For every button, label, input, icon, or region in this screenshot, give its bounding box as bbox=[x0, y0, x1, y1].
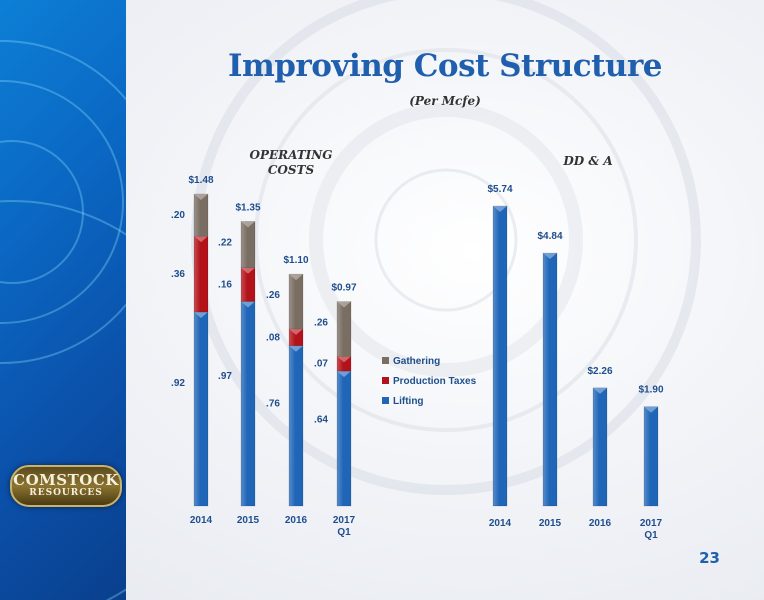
x-tick-label: 2016 bbox=[285, 515, 308, 526]
slide-number: 23 bbox=[699, 549, 720, 567]
x-tick-label: 2016 bbox=[589, 518, 612, 529]
bar-value-label: $2.26 bbox=[587, 366, 612, 377]
legend-swatch bbox=[382, 357, 389, 364]
bar-bevel bbox=[194, 194, 208, 200]
bar-bevel bbox=[194, 312, 208, 319]
x-tick-label: 2017 bbox=[640, 518, 663, 529]
segment-value-label: .76 bbox=[266, 399, 280, 410]
bar-bevel bbox=[241, 221, 255, 228]
company-logo: COMSTOCK RESOURCES bbox=[10, 465, 122, 507]
total-value-label: $0.97 bbox=[331, 283, 356, 294]
legend-swatch bbox=[382, 377, 389, 384]
bar-bevel bbox=[194, 236, 208, 243]
bar-segment-gathering bbox=[336, 301, 352, 357]
bar-bevel bbox=[241, 301, 255, 308]
bar bbox=[542, 252, 558, 507]
chart-title-operating-costs: COSTS bbox=[268, 163, 315, 177]
bar-bevel bbox=[241, 267, 255, 274]
logo-line-2: RESOURCES bbox=[29, 488, 103, 498]
segment-value-label: .26 bbox=[266, 290, 280, 301]
segment-value-label: .36 bbox=[171, 269, 185, 280]
bar-segment-lifting bbox=[193, 311, 209, 507]
segment-value-label: .08 bbox=[266, 332, 280, 343]
bar-bevel bbox=[289, 345, 303, 352]
logo-line-1: COMSTOCK bbox=[13, 471, 119, 489]
total-value-label: $1.48 bbox=[188, 175, 213, 186]
legend-label: Lifting bbox=[393, 396, 424, 407]
page-subtitle: (Per Mcfe) bbox=[409, 94, 481, 108]
chart-title-operating-costs: OPERATING bbox=[249, 148, 332, 162]
bar-segment-gathering bbox=[288, 273, 304, 330]
x-tick-label: 2014 bbox=[489, 518, 512, 529]
segment-value-label: .97 bbox=[218, 371, 232, 382]
bar-bevel bbox=[493, 206, 507, 212]
bar-bevel bbox=[337, 356, 351, 363]
bar-bevel bbox=[337, 371, 351, 378]
page-title: Improving Cost Structure bbox=[227, 48, 663, 84]
bar-segment-lifting bbox=[336, 370, 352, 507]
chart-title-dda: DD & A bbox=[562, 154, 612, 168]
x-tick-label: Q1 bbox=[644, 530, 658, 541]
bar-bevel bbox=[337, 301, 351, 308]
bar-segment-lifting bbox=[240, 301, 256, 507]
bar-bevel bbox=[543, 253, 557, 260]
x-tick-label: 2014 bbox=[190, 515, 213, 526]
x-tick-label: 2015 bbox=[237, 515, 260, 526]
x-tick-label: 2015 bbox=[539, 518, 562, 529]
bar-segment-production-taxes bbox=[193, 235, 209, 313]
bar-bevel bbox=[593, 387, 607, 394]
segment-value-label: .92 bbox=[171, 378, 185, 389]
segment-value-label: .16 bbox=[218, 280, 232, 291]
bar bbox=[643, 406, 659, 507]
bar-bevel bbox=[644, 406, 658, 413]
bar-value-label: $5.74 bbox=[487, 184, 512, 195]
bar-segment-gathering bbox=[240, 221, 256, 269]
bar-bevel bbox=[289, 274, 303, 281]
bar-value-label: $4.84 bbox=[537, 231, 562, 242]
x-tick-label: 2017 bbox=[333, 515, 356, 526]
legend-swatch bbox=[382, 397, 389, 404]
bar-segment-lifting bbox=[288, 345, 304, 507]
bar bbox=[492, 205, 508, 507]
segment-value-label: .26 bbox=[314, 318, 328, 329]
total-value-label: $1.10 bbox=[283, 255, 308, 266]
bar bbox=[592, 387, 608, 507]
total-value-label: $1.35 bbox=[235, 202, 260, 213]
legend-label: Production Taxes bbox=[393, 376, 477, 387]
bar-value-label: $1.90 bbox=[638, 385, 663, 396]
sidebar-background: COMSTOCK RESOURCES bbox=[0, 0, 126, 600]
segment-value-label: .07 bbox=[314, 359, 328, 370]
segment-value-label: .20 bbox=[171, 210, 185, 221]
segment-value-label: .64 bbox=[314, 414, 328, 425]
bar-bevel bbox=[289, 328, 303, 335]
legend-label: Gathering bbox=[393, 356, 440, 367]
bar-segment-gathering bbox=[193, 193, 209, 237]
segment-value-label: .22 bbox=[218, 237, 232, 248]
x-tick-label: Q1 bbox=[337, 527, 351, 538]
